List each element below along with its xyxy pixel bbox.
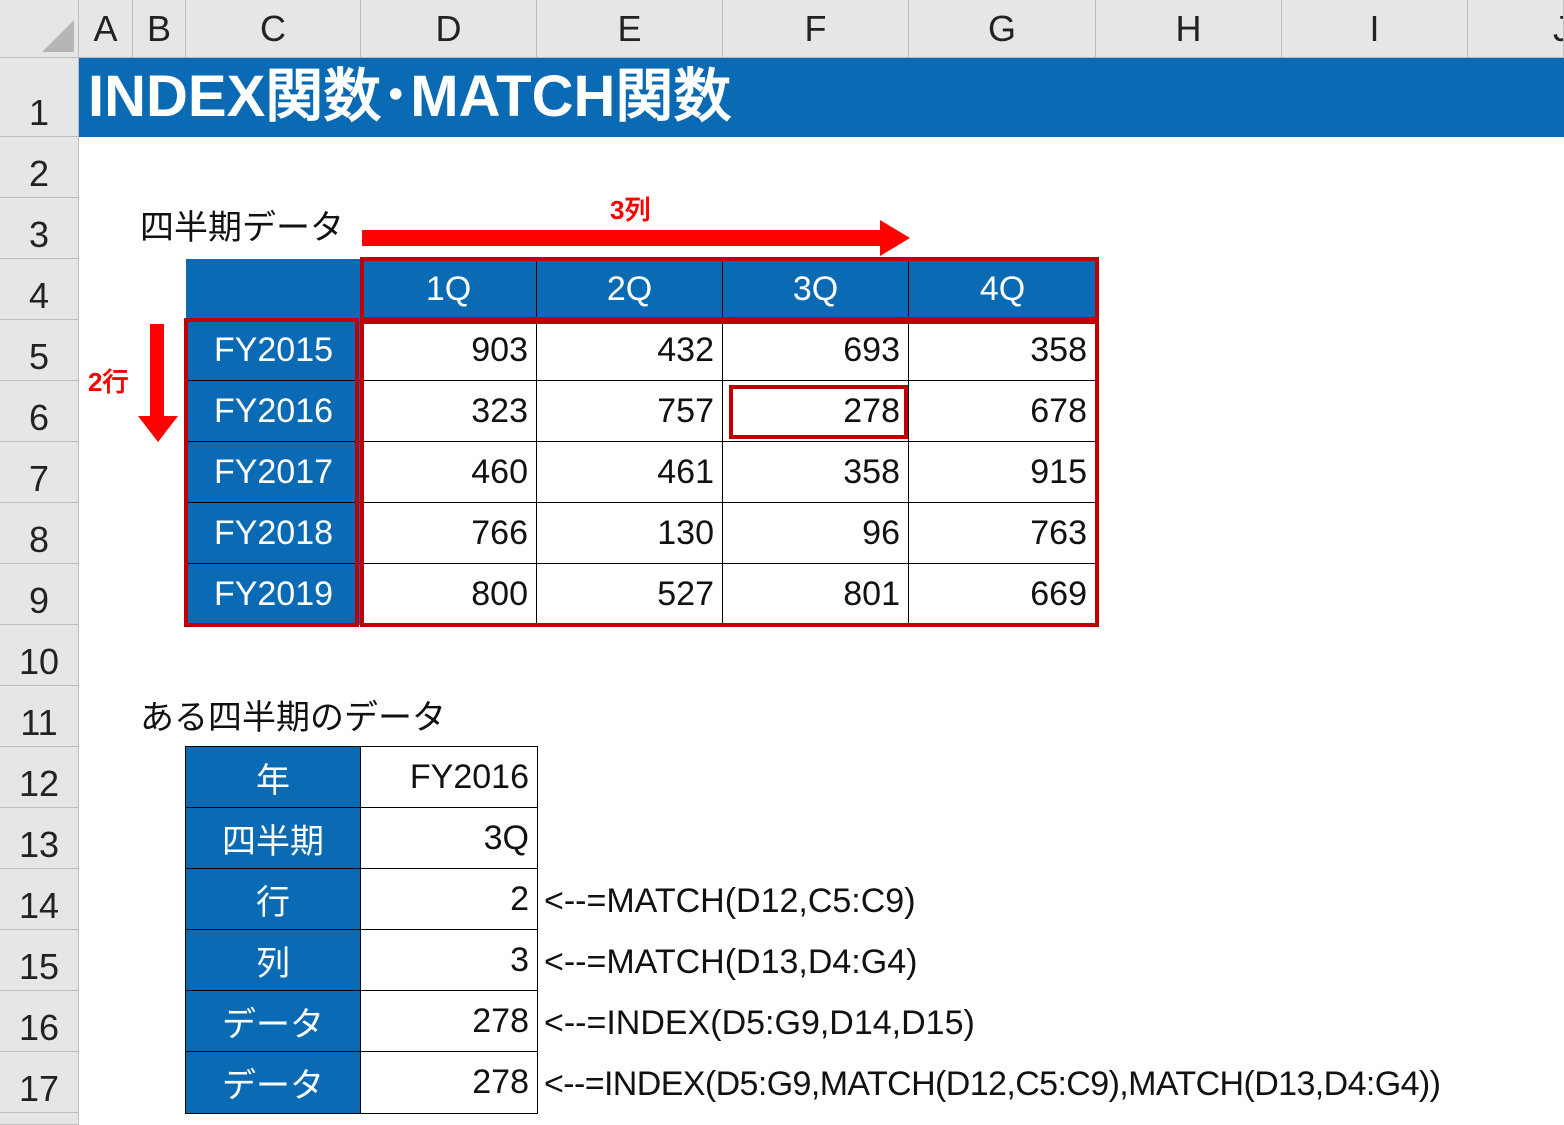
column-header-c[interactable]: C (186, 0, 361, 58)
lookup-value-quarter[interactable]: 3Q (361, 808, 537, 869)
formula-note-data[interactable]: <--=INDEX(D5:G9,D14,D15) (544, 1004, 975, 1042)
lookup-value-column[interactable]: 3 (361, 930, 537, 991)
lookup-label-data[interactable]: データ (186, 991, 361, 1052)
data-cell[interactable]: 358 (909, 320, 1096, 381)
right-arrow-icon (362, 220, 910, 256)
row-header-6[interactable]: 6 (0, 381, 79, 442)
lookup-label-column[interactable]: 列 (186, 930, 361, 991)
data-cell[interactable]: 461 (537, 442, 723, 503)
lookup-label-year[interactable]: 年 (186, 747, 361, 808)
year-label-fy2019[interactable]: FY2019 (186, 564, 361, 625)
data-cell[interactable]: 757 (537, 381, 723, 442)
header-range-highlight (360, 257, 1099, 321)
formula-note-column[interactable]: <--=MATCH(D13,D4:G4) (544, 943, 918, 981)
column-header-d[interactable]: D (361, 0, 537, 58)
column-header-e[interactable]: E (537, 0, 723, 58)
result-cell-highlight (729, 385, 908, 439)
quarterly-data-label[interactable]: 四半期データ (140, 209, 344, 247)
data-cell[interactable]: 130 (537, 503, 723, 564)
row-offset-label: 2行 (88, 367, 129, 397)
quarter-header-2q[interactable]: 2Q (537, 259, 723, 320)
formula-note-row[interactable]: <--=MATCH(D12,C5:C9) (544, 882, 916, 920)
column-header-j[interactable]: J (1468, 0, 1564, 58)
data-cell-selected[interactable]: 278 (723, 381, 909, 442)
row-header-7[interactable]: 7 (0, 442, 79, 503)
column-header-g[interactable]: G (909, 0, 1096, 58)
data-cell[interactable]: 460 (361, 442, 537, 503)
row-header-16[interactable]: 16 (0, 991, 79, 1052)
title-bar (79, 58, 1564, 137)
lookup-value-data[interactable]: 278 (361, 991, 537, 1052)
lookup-label-quarter[interactable]: 四半期 (186, 808, 361, 869)
data-cell[interactable]: 903 (361, 320, 537, 381)
select-all-icon (42, 20, 74, 52)
quarter-header-4q[interactable]: 4Q (909, 259, 1096, 320)
row-header-1[interactable]: 1 (0, 58, 79, 137)
data-cell[interactable]: 432 (537, 320, 723, 381)
row-header-18[interactable] (0, 1113, 79, 1125)
data-cell[interactable]: 358 (723, 442, 909, 503)
row-header-17[interactable]: 17 (0, 1052, 79, 1113)
data-cell[interactable]: 96 (723, 503, 909, 564)
row-header-2[interactable]: 2 (0, 137, 79, 198)
column-offset-label: 3列 (610, 195, 651, 225)
column-header-h[interactable]: H (1096, 0, 1282, 58)
table-corner-cell[interactable] (186, 259, 361, 320)
row-header-4[interactable]: 4 (0, 259, 79, 320)
column-header-f[interactable]: F (723, 0, 909, 58)
lookup-label-row[interactable]: 行 (186, 869, 361, 930)
year-label-fy2015[interactable]: FY2015 (186, 320, 361, 381)
select-all-corner[interactable] (0, 0, 79, 58)
quarter-header-1q[interactable]: 1Q (361, 259, 537, 320)
row-header-13[interactable]: 13 (0, 808, 79, 869)
lookup-value-year[interactable]: FY2016 (361, 747, 537, 808)
lookup-value-row[interactable]: 2 (361, 869, 537, 930)
lookup-label-data-combined[interactable]: データ (186, 1052, 361, 1113)
row-header-12[interactable]: 12 (0, 747, 79, 808)
row-header-10[interactable]: 10 (0, 625, 79, 686)
year-label-fy2017[interactable]: FY2017 (186, 442, 361, 503)
row-header-14[interactable]: 14 (0, 869, 79, 930)
formula-note-data-combined[interactable]: <--=INDEX(D5:G9,MATCH(D12,C5:C9),MATCH(D… (544, 1065, 1441, 1103)
page-title[interactable]: INDEX関数･MATCH関数 (88, 64, 732, 129)
quarter-lookup-label[interactable]: ある四半期のデータ (140, 699, 446, 737)
lookup-value-data-combined[interactable]: 278 (472, 1063, 529, 1101)
row-header-15[interactable]: 15 (0, 930, 79, 991)
data-cell[interactable]: 323 (361, 381, 537, 442)
row-header-9[interactable]: 9 (0, 564, 79, 625)
year-label-fy2018[interactable]: FY2018 (186, 503, 361, 564)
row-header-8[interactable]: 8 (0, 503, 79, 564)
data-cell[interactable]: 763 (909, 503, 1096, 564)
year-range-highlight (184, 318, 359, 627)
year-label-fy2016[interactable]: FY2016 (186, 381, 361, 442)
data-range-highlight (360, 320, 1099, 627)
down-arrow-icon (138, 324, 178, 442)
row-header-3[interactable]: 3 (0, 198, 79, 259)
row-header-5[interactable]: 5 (0, 320, 79, 381)
row-header-11[interactable]: 11 (0, 686, 79, 747)
column-header-a[interactable]: A (79, 0, 133, 58)
lookup-table (185, 746, 538, 1114)
column-header-i[interactable]: I (1282, 0, 1468, 58)
column-header-b[interactable]: B (133, 0, 186, 58)
data-cell[interactable]: 693 (723, 320, 909, 381)
data-cell[interactable]: 766 (361, 503, 537, 564)
quarter-header-3q[interactable]: 3Q (723, 259, 909, 320)
